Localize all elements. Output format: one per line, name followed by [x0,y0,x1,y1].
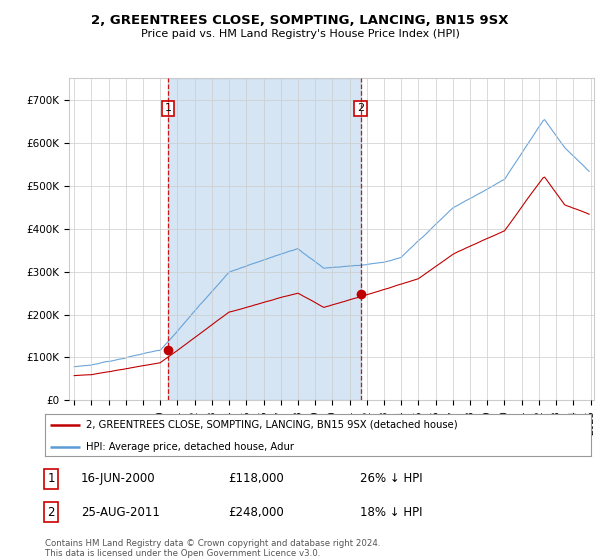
Text: £118,000: £118,000 [228,472,284,486]
Text: £248,000: £248,000 [228,506,284,519]
Text: 16-JUN-2000: 16-JUN-2000 [81,472,155,486]
Text: Price paid vs. HM Land Registry's House Price Index (HPI): Price paid vs. HM Land Registry's House … [140,29,460,39]
Bar [168,78,361,400]
Text: 2: 2 [357,104,364,114]
Text: Contains HM Land Registry data © Crown copyright and database right 2024.
This d: Contains HM Land Registry data © Crown c… [45,539,380,558]
Text: 2, GREENTREES CLOSE, SOMPTING, LANCING, BN15 9SX: 2, GREENTREES CLOSE, SOMPTING, LANCING, … [91,14,509,27]
Text: 26% ↓ HPI: 26% ↓ HPI [360,472,422,486]
Text: 1: 1 [47,472,55,486]
Text: HPI: Average price, detached house, Adur: HPI: Average price, detached house, Adur [86,442,294,452]
Text: 25-AUG-2011: 25-AUG-2011 [81,506,160,519]
Text: 1: 1 [164,104,172,114]
Text: 2: 2 [47,506,55,519]
Text: 2, GREENTREES CLOSE, SOMPTING, LANCING, BN15 9SX (detached house): 2, GREENTREES CLOSE, SOMPTING, LANCING, … [86,420,458,430]
Text: 18% ↓ HPI: 18% ↓ HPI [360,506,422,519]
